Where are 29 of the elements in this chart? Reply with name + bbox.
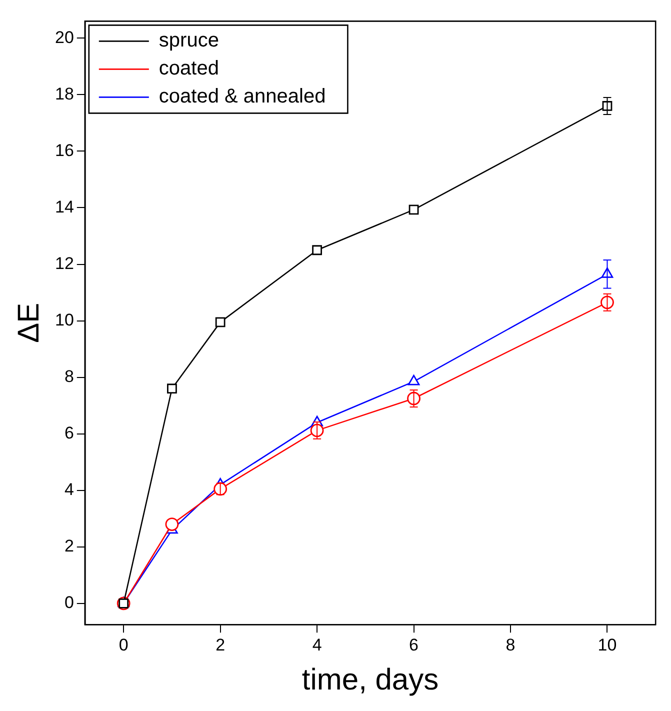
- x-tick-label: 10: [598, 635, 617, 654]
- x-tick-label: 6: [409, 635, 419, 654]
- y-tick-label: 2: [64, 536, 74, 556]
- y-tick-label: 6: [64, 424, 74, 443]
- x-tick-label: 8: [506, 635, 516, 654]
- y-tick-label: 18: [54, 84, 74, 104]
- x-tick-label: 2: [216, 635, 226, 654]
- point: [215, 317, 226, 328]
- x-tick-label: 4: [312, 635, 322, 654]
- point: [165, 518, 179, 531]
- y-tick-label: 4: [64, 480, 74, 500]
- y-tick-label: 0: [64, 593, 74, 612]
- point: [312, 245, 322, 256]
- y-tick-label: 8: [64, 366, 74, 386]
- legend-label: coated: [158, 58, 219, 80]
- y-tick-label: 20: [54, 28, 74, 47]
- y-tick-label: 12: [54, 254, 74, 273]
- point: [214, 482, 228, 496]
- legend-label: coated & annealed: [158, 86, 326, 108]
- legend-label: spruce: [158, 30, 219, 52]
- x-axis-title: time, days: [302, 663, 439, 696]
- y-tick-label: 10: [54, 310, 74, 330]
- point: [408, 374, 420, 386]
- x-tick-label: 0: [118, 635, 128, 654]
- y-tick-label: 16: [54, 140, 74, 160]
- point: [167, 384, 177, 394]
- y-tick-label: 14: [54, 197, 74, 216]
- point: [408, 204, 419, 215]
- y-axis-title: ΔE: [12, 302, 46, 343]
